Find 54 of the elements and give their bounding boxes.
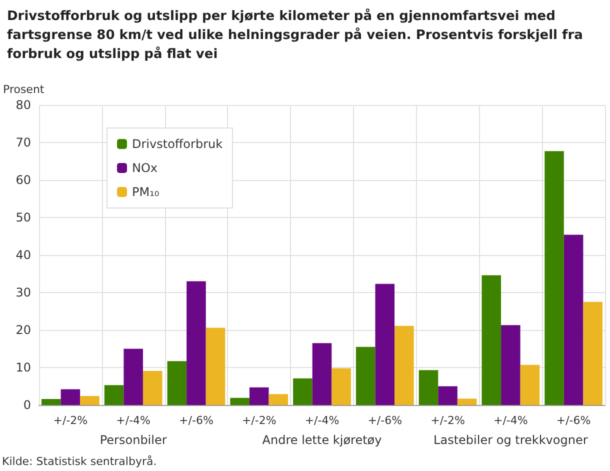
bar: [544, 151, 564, 405]
y-tick-label: 60: [16, 173, 31, 187]
x-tick-label: +/-4%: [116, 414, 151, 427]
x-tick-label: +/-6%: [179, 414, 214, 427]
bar: [167, 361, 187, 405]
bar: [564, 234, 584, 405]
y-tick-label: 30: [16, 286, 31, 300]
bar: [230, 398, 250, 405]
bar: [438, 386, 458, 405]
legend-label: Drivstofforbruk: [132, 137, 223, 151]
bar: [268, 394, 288, 405]
legend-label: NOx: [132, 161, 158, 175]
x-tick-label: +/-6%: [556, 414, 591, 427]
bar: [482, 275, 502, 405]
bar: [42, 399, 61, 405]
bar: [332, 368, 351, 405]
y-tick-label: 70: [16, 136, 31, 150]
bar: [104, 385, 124, 405]
bar: [583, 302, 602, 405]
bar: [501, 325, 520, 405]
x-tick-label: +/-6%: [368, 414, 402, 427]
x-tick-label: +/-2%: [242, 414, 276, 427]
bar: [457, 398, 477, 405]
bar: [124, 348, 143, 405]
bar: [186, 281, 206, 405]
bar: [142, 370, 162, 405]
text: Andre lette kjøretøy: [262, 433, 382, 447]
x-tick-label: +/-2%: [53, 414, 88, 427]
x-tick-label: +/-2%: [430, 414, 465, 427]
y-tick-label: 40: [16, 248, 31, 262]
chart-title: Drivstofforbruk og utslipp per kjørte kilometer på en gjennomfartsvei med fartsgrense 80 km/t ved ulike helningsgrader på veien. Prosentvis forskjell fra forbruk og utslipp på flat vei: [7, 8, 588, 62]
y-tick-label: 20: [16, 323, 31, 337]
y-axis-title: Prosent: [3, 83, 45, 96]
y-tick-label: 10: [16, 360, 31, 374]
y-tick-label: 80: [16, 98, 31, 112]
bar: [356, 346, 376, 405]
bar: [80, 396, 100, 405]
y-tick-label: 0: [23, 398, 31, 412]
text: Personbiler: [100, 433, 167, 447]
bar: [312, 343, 332, 405]
x-tick-label: +/-4%: [493, 414, 528, 427]
bar: [60, 389, 80, 405]
bar: [206, 328, 226, 405]
x-tick-label: +/-4%: [304, 414, 340, 427]
text: Kilde: Statistisk sentralbyrå.: [2, 455, 157, 468]
bar: [418, 370, 438, 405]
bar: [293, 378, 312, 405]
bar: [394, 326, 414, 405]
text: Lastebiler og trekkvogner: [434, 433, 588, 447]
y-tick-label: 50: [16, 210, 31, 224]
bar: [375, 284, 395, 405]
bar: [249, 387, 269, 405]
legend-label: PM₁₀: [132, 185, 160, 199]
bar: [520, 364, 540, 405]
